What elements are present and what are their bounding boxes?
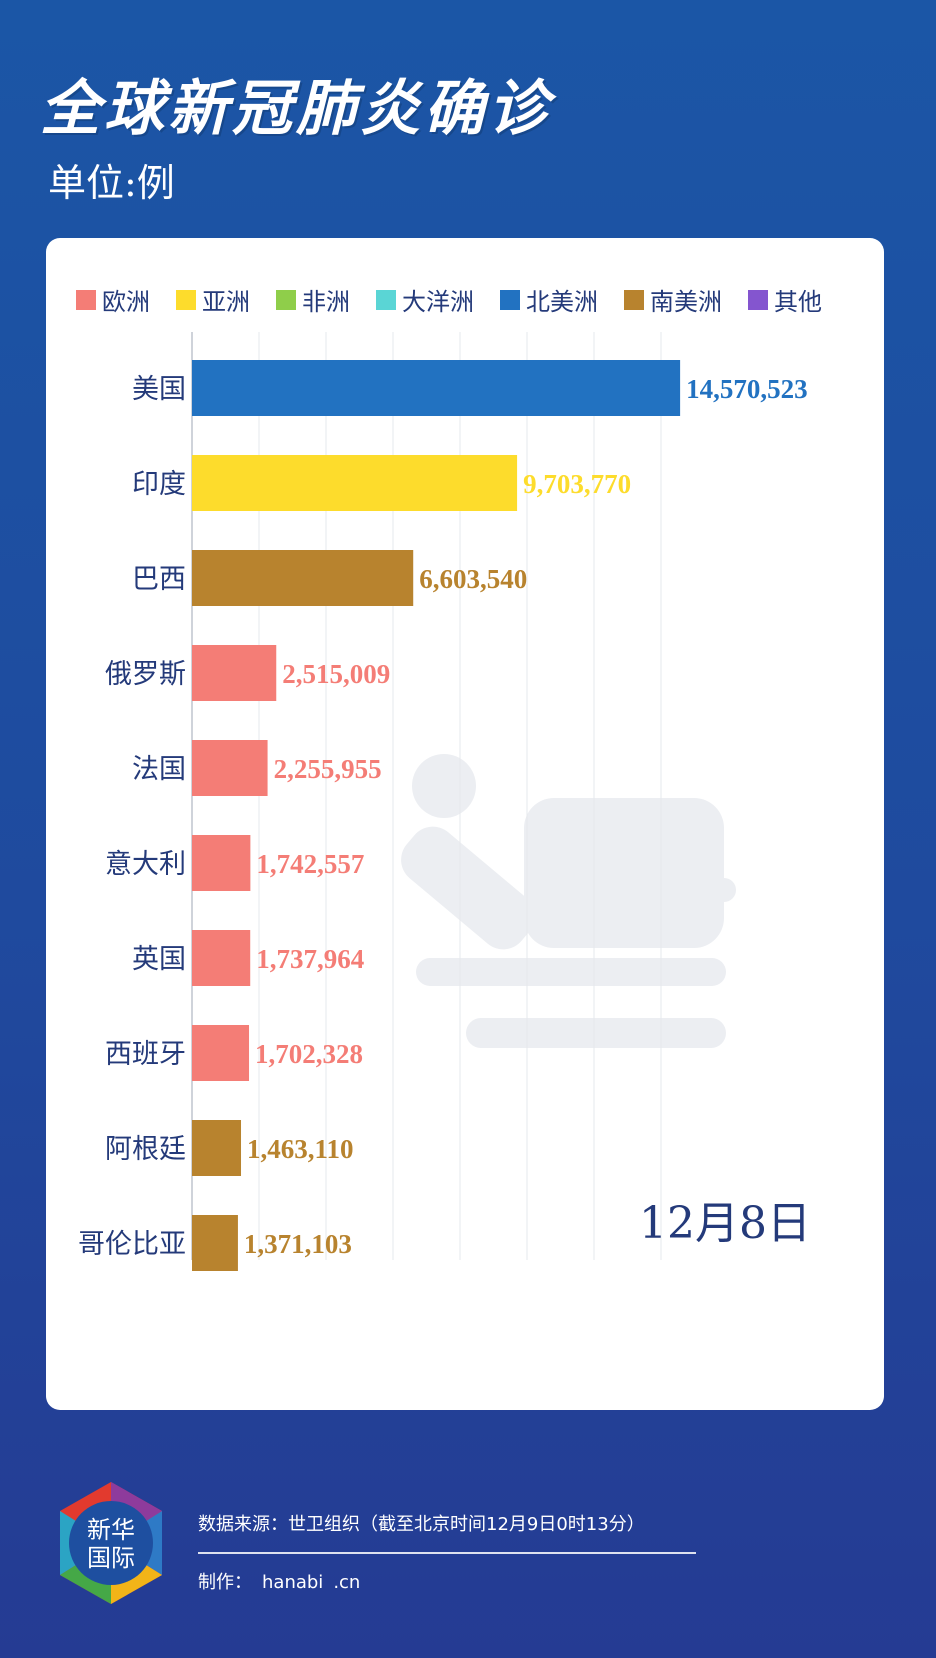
- legend-label: 南美洲: [650, 288, 722, 316]
- bar: [192, 455, 518, 511]
- data-source: 数据来源：世卫组织（截至北京时间12月9日0时13分）: [198, 1514, 645, 1535]
- bar: [192, 550, 414, 606]
- category-label: 英国: [132, 944, 186, 975]
- xinhua-logo: 新华 国际: [60, 1482, 162, 1604]
- value-label: 14,570,523: [686, 374, 808, 404]
- legend-swatch: [500, 289, 520, 310]
- legend-item-other: 其他: [748, 282, 822, 317]
- chart-card: 欧洲 亚洲 非洲 大洋洲 北美洲 南美洲 其他: [46, 238, 884, 1410]
- legend-swatch: [176, 289, 196, 310]
- value-label: 9,703,770: [523, 469, 631, 499]
- category-label: 巴西: [132, 564, 186, 595]
- legend-item-africa: 非洲: [276, 282, 350, 317]
- legend-swatch: [76, 289, 96, 310]
- legend-item-asia: 亚洲: [176, 282, 250, 317]
- category-label: 俄罗斯: [105, 659, 186, 690]
- legend-label: 欧洲: [102, 288, 150, 316]
- legend-item-oceania: 大洋洲: [376, 282, 474, 317]
- category-label: 西班牙: [105, 1039, 186, 1070]
- bar: [192, 360, 681, 416]
- legend: 欧洲 亚洲 非洲 大洋洲 北美洲 南美洲 其他: [76, 282, 822, 317]
- legend-swatch: [276, 289, 296, 310]
- legend-label: 亚洲: [202, 288, 250, 316]
- bar: [192, 645, 277, 701]
- footer-divider: [198, 1552, 696, 1554]
- legend-label: 北美洲: [526, 288, 598, 316]
- legend-item-south-america: 南美洲: [624, 282, 722, 317]
- bar: [192, 835, 251, 891]
- bar: [192, 1120, 242, 1176]
- legend-swatch: [376, 289, 396, 310]
- maker-credit: 制作： hanabi .cn: [198, 1568, 370, 1594]
- value-label: 1,737,964: [256, 944, 364, 974]
- value-label: 2,255,955: [274, 754, 382, 784]
- legend-label: 大洋洲: [402, 288, 474, 316]
- category-label: 印度: [132, 469, 186, 500]
- bar: [192, 930, 251, 986]
- category-label: 意大利: [105, 849, 186, 880]
- value-label: 1,702,328: [255, 1039, 363, 1069]
- category-label: 法国: [132, 754, 186, 785]
- value-label: 1,371,103: [244, 1229, 352, 1259]
- value-label: 2,515,009: [282, 659, 390, 689]
- legend-label: 非洲: [302, 288, 350, 316]
- date-label: 12月8日: [639, 1198, 811, 1249]
- value-label: 1,463,110: [247, 1134, 354, 1164]
- legend-item-europe: 欧洲: [76, 282, 150, 317]
- bars: 美国 14,570,523 印度 9,703,770 巴西 6,603,540 俄罗斯 2,5…: [78, 360, 808, 1271]
- legend-label: 其他: [774, 288, 822, 316]
- page-title: 全球新冠肺炎确诊: [40, 74, 552, 144]
- category-label: 阿根廷: [105, 1134, 186, 1165]
- unit-label: 单位:例: [48, 161, 175, 205]
- watermark-hospital-bed-icon: [401, 754, 736, 1048]
- maker-domain: .cn: [333, 1572, 361, 1593]
- bar: [192, 1215, 238, 1271]
- category-label: 美国: [132, 374, 186, 405]
- bar: [192, 1025, 250, 1081]
- legend-swatch: [748, 289, 768, 310]
- logo-text-line1: 新华: [87, 1516, 135, 1544]
- value-label: 1,742,557: [256, 849, 364, 879]
- bar: [192, 740, 268, 796]
- logo-text-line2: 国际: [87, 1544, 135, 1572]
- legend-item-north-america: 北美洲: [500, 282, 598, 317]
- maker-label: 制作：: [198, 1572, 252, 1593]
- maker-name: hanabi: [262, 1572, 324, 1593]
- value-label: 6,603,540: [419, 564, 527, 594]
- bar-chart: 美国 14,570,523 印度 9,703,770 巴西 6,603,540 俄罗斯 2,5…: [78, 332, 811, 1271]
- legend-swatch: [624, 289, 644, 310]
- category-label: 哥伦比亚: [78, 1229, 186, 1260]
